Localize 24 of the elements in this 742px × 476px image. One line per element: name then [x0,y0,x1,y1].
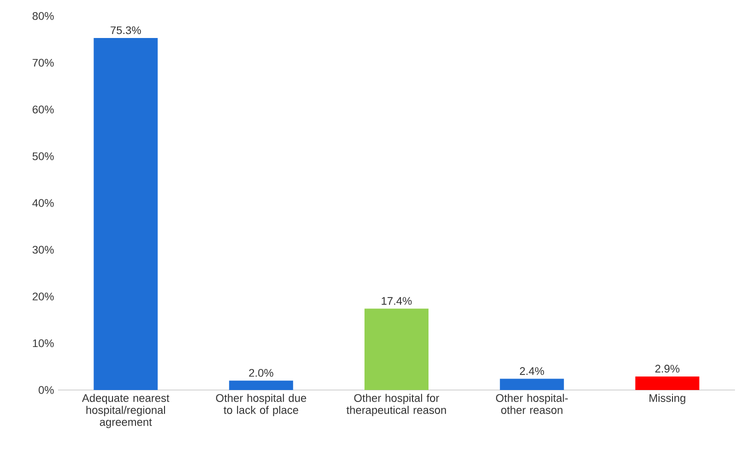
y-tick-label: 50% [32,152,54,160]
data-label: 2.9% [655,364,680,373]
x-tick-label: Other hospital due to lack of place [216,394,306,416]
x-tick-label: Adequate nearest hospital/regional agreement [82,394,170,428]
y-tick-label: 70% [32,58,54,67]
y-tick-label: 20% [32,292,54,300]
bar [94,38,158,390]
y-tick-label: 60% [32,106,54,114]
bar [229,380,294,390]
x-tick-label: Other hospital for therapeutical reason [346,394,446,416]
bar [635,376,700,390]
y-tick-label: 10% [32,339,54,348]
data-label: 2.4% [520,367,544,375]
y-tick-label: 30% [32,246,54,254]
data-label: 17.4% [382,297,412,305]
x-tick-label: Other hospital- other reason [496,394,568,414]
y-tick-label: 0% [38,386,54,394]
bar [364,308,429,390]
y-tick-label: 40% [32,199,54,207]
data-label: 2.0% [249,368,274,377]
y-tick-label: 80% [32,12,54,20]
bar [500,378,564,390]
data-label: 75.3% [110,26,141,34]
x-tick-label: Missing [650,394,686,404]
